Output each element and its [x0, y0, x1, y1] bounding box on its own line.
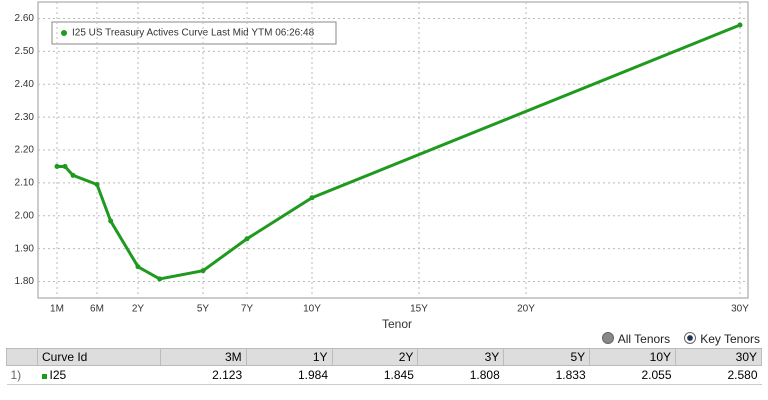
- legend-box: [51, 21, 337, 45]
- cell: 2.123: [160, 365, 247, 385]
- y-tick-label: 1.90: [15, 243, 35, 254]
- row-index: 1): [6, 365, 38, 385]
- header: 2Y: [331, 348, 419, 366]
- x-tick-label: 30Y: [731, 304, 749, 315]
- y-tick-label: 2.40: [15, 79, 35, 90]
- y-tick-label: 1.80: [15, 276, 35, 287]
- all-tenors[interactable]: All Tenors: [601, 332, 671, 346]
- cell: 1.808: [417, 365, 504, 385]
- point: [157, 276, 163, 282]
- cell: 2.055: [589, 365, 676, 385]
- y-tick-label: 2.00: [15, 210, 35, 221]
- y-tick-label: 2.50: [15, 46, 35, 57]
- x-tick-label: 20Y: [517, 304, 535, 315]
- x-axis-title: Tenor: [382, 317, 412, 330]
- y-tick-label: 2.30: [15, 112, 35, 123]
- key-tenors[interactable]: Key Tenors: [684, 332, 760, 346]
- header: Curve Id: [37, 348, 161, 366]
- x-tick-label: 10Y: [303, 304, 321, 315]
- x-tick-label: 2Y: [132, 304, 145, 315]
- cell: 1.845: [332, 365, 418, 385]
- header: 3Y: [417, 348, 505, 366]
- label: All Tenors: [617, 332, 671, 346]
- label: Key Tenors: [700, 332, 760, 346]
- y-tick-label: 2.60: [15, 13, 35, 24]
- x-tick-label: 6M: [90, 304, 104, 315]
- header: 30Y: [675, 348, 762, 366]
- header: 3M: [159, 348, 247, 366]
- point: [62, 163, 68, 169]
- curve-id: I25: [49, 368, 67, 382]
- point: [70, 172, 76, 178]
- x-tick-label: 1M: [50, 304, 64, 315]
- x-tick-label: 7Y: [241, 304, 254, 315]
- x-tick-label: 15Y: [410, 304, 428, 315]
- point: [200, 268, 206, 274]
- legend: I25 US Treasury Actives Curve Last Mid Y…: [51, 21, 337, 45]
- header: 5Y: [503, 348, 591, 366]
- chart: I25 US Treasury Actives Curve Last Mid Y…: [15, 1, 749, 330]
- header: 1Y: [245, 348, 333, 366]
- point: [54, 163, 60, 169]
- point: [244, 236, 250, 242]
- point: [737, 22, 743, 28]
- point: [309, 195, 315, 201]
- y-tick-label: 2.20: [15, 145, 35, 156]
- legend-marker: [61, 30, 67, 36]
- cell: 1.833: [503, 365, 590, 385]
- y-tick-label: 2.10: [15, 178, 35, 189]
- cell: 2.580: [675, 365, 762, 385]
- data-row[interactable]: 1) I25 2.123 1.984 1.845 1.808 1.833 2.0…: [6, 365, 762, 385]
- x-tick-label: 5Y: [197, 304, 210, 315]
- header-row: Curve Id 3M 1Y 2Y 3Y 5Y 10Y 30Y: [6, 348, 762, 366]
- cell: 1.984: [246, 365, 333, 385]
- header: 10Y: [589, 348, 677, 366]
- point: [94, 182, 100, 188]
- point: [135, 264, 141, 270]
- legend-text: I25 US Treasury Actives Curve Last Mid Y…: [72, 28, 315, 39]
- tenor-controls: All Tenors Key Tenors: [601, 332, 760, 346]
- curve-table: Curve Id 3M 1Y 2Y 3Y 5Y 10Y 30Y 1) I25 2…: [6, 348, 762, 385]
- point: [108, 218, 114, 224]
